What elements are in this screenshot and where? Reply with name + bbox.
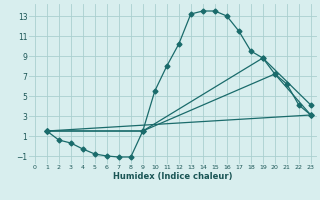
X-axis label: Humidex (Indice chaleur): Humidex (Indice chaleur) [113,172,233,181]
